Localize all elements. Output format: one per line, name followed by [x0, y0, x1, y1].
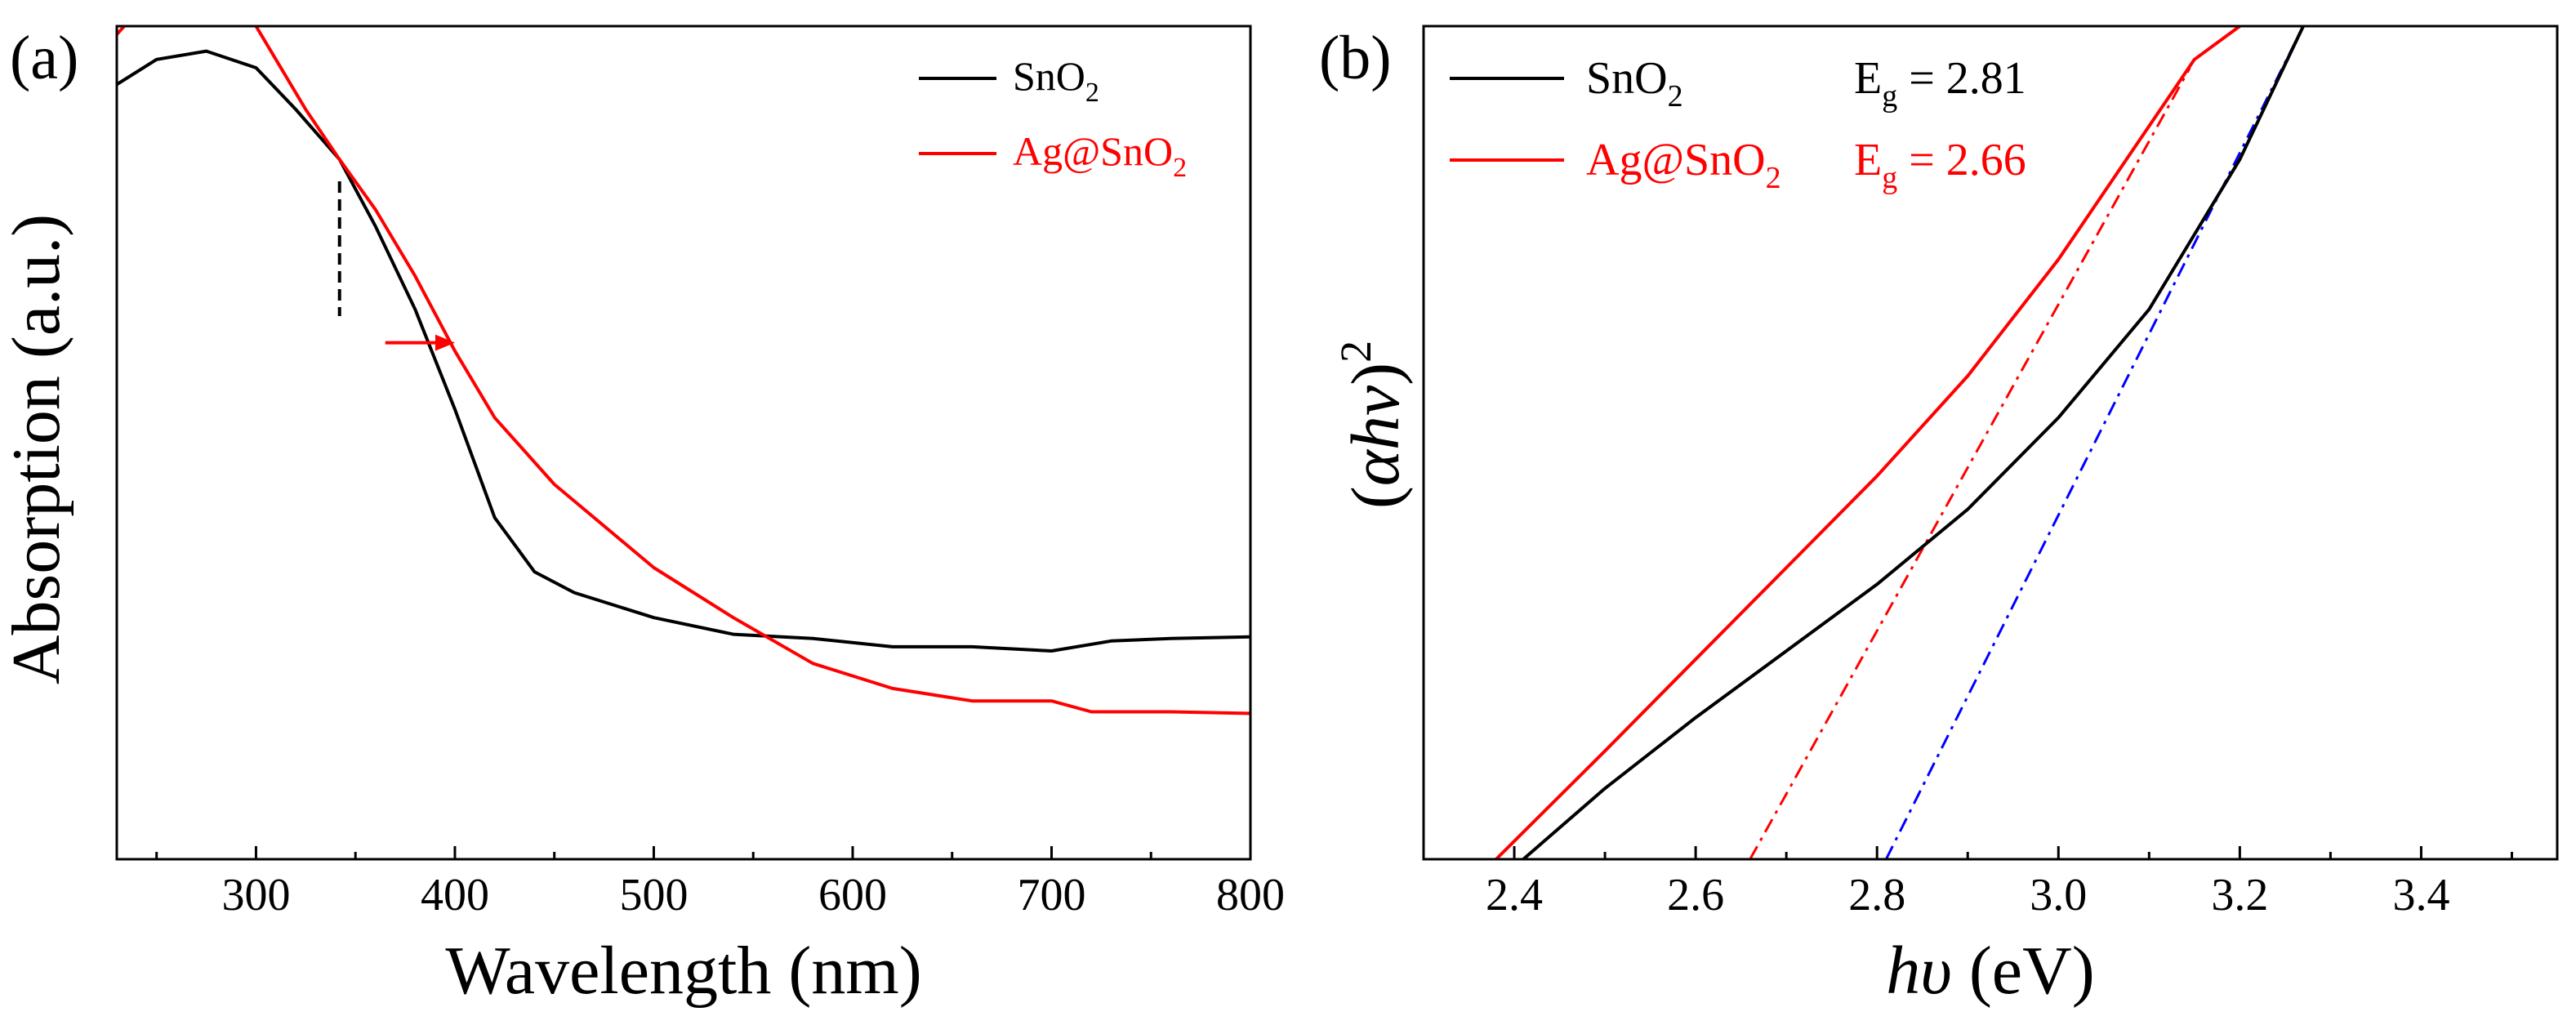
x-tick-label: 400	[421, 870, 489, 920]
panel-b-plot-lines	[1494, 26, 2306, 859]
panel-a-ylabel: Absorption (a.u.)	[0, 214, 74, 684]
x-tick-label: 700	[1017, 870, 1085, 920]
x-tick-label: 2.6	[1667, 870, 1724, 920]
x-tick-label: 3.0	[2030, 870, 2087, 920]
legend-a-agsno2-label: Ag@SnO2	[1013, 128, 1187, 183]
x-tick-label: 3.2	[2211, 870, 2268, 920]
panel-b-label: (b)	[1319, 24, 1392, 92]
x-tick-label: 800	[1216, 870, 1285, 920]
legend-b-agsno2-label: Ag@SnO2	[1586, 135, 1781, 195]
series-ag-sno2-line	[117, 26, 1250, 715]
panel-a-xlabel: Wavelength (nm)	[445, 933, 921, 1009]
panel-a-frame	[115, 25, 1252, 861]
panel-b: (b) 2.4 2.6 2.8 3.0 3.2 3.4 hυ (eV) (αhv)2 Sn…	[1319, 24, 2559, 1009]
panel-a: (a) 300 400 500 600 700 800 Wavelength (nm) A…	[0, 24, 1285, 1009]
x-tick-label: 300	[221, 870, 290, 920]
x-tick-label: 3.4	[2392, 870, 2449, 920]
panel-b-frame	[1422, 25, 2559, 861]
x-tick-label: 2.4	[1486, 870, 1543, 920]
panel-a-plot-lines	[117, 26, 1250, 715]
series-ag-sno2-line	[1494, 26, 2242, 859]
legend-b-sno2-label: SnO2	[1586, 53, 1683, 114]
series-sno2-line	[1522, 26, 2306, 859]
series-sno2-line	[117, 49, 1250, 653]
x-tick-label: 2.8	[1848, 870, 1905, 920]
legend-a-sno2-label: SnO2	[1013, 53, 1099, 108]
x-tick-label: 600	[818, 870, 887, 920]
fit-line-sno2	[1884, 26, 2305, 859]
redshift-arrow-head	[435, 334, 455, 351]
panel-b-ticks: 2.4 2.6 2.8 3.0 3.2 3.4	[1486, 846, 2513, 920]
legend-b-agsno2-eg: Eg = 2.66	[1854, 135, 2026, 195]
panel-a-ticks: 300 400 500 600 700 800	[155, 846, 1285, 920]
legend-b-sno2-eg: Eg = 2.81	[1854, 53, 2026, 114]
fit-line-ag-sno2	[1749, 67, 2191, 859]
panel-b-xlabel: hυ (eV)	[1886, 933, 2094, 1009]
panel-b-ylabel: (αhv)2	[1331, 341, 1414, 509]
panel-a-label: (a)	[10, 24, 78, 92]
x-tick-label: 500	[619, 870, 688, 920]
